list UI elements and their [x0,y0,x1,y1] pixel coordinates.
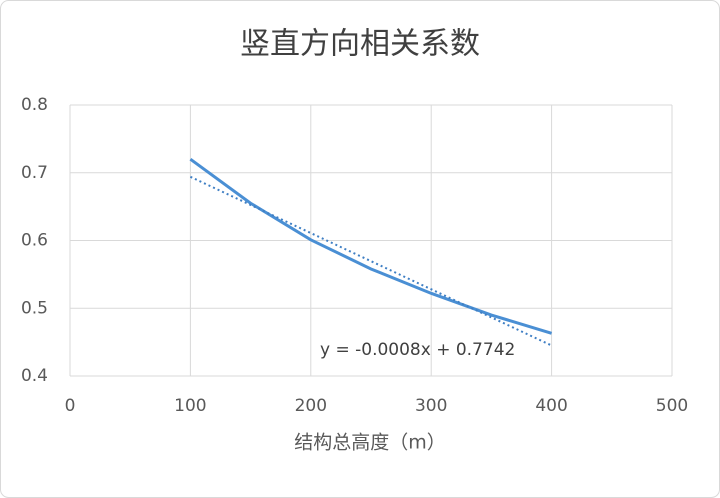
y-tick-label: 0.8 [21,95,48,115]
y-tick-label: 0.5 [21,298,48,318]
x-tick-label: 0 [65,396,76,416]
x-tick-label: 100 [174,396,206,416]
x-tick-label: 500 [656,396,688,416]
x-axis-label: 结构总高度（m） [294,432,446,454]
x-tick-label: 300 [415,396,447,416]
trendline-equation: y = -0.0008x + 0.7742 [320,340,515,360]
data-line [189,157,553,335]
y-tick-label: 0.7 [21,163,48,183]
chart-title: 竖直方向相关系数 [240,27,480,62]
x-tick-label: 400 [535,396,567,416]
x-tick-label: 200 [295,396,327,416]
y-tick-label: 0.4 [21,366,48,386]
y-tick-label: 0.6 [21,231,48,251]
trendline [189,175,553,347]
